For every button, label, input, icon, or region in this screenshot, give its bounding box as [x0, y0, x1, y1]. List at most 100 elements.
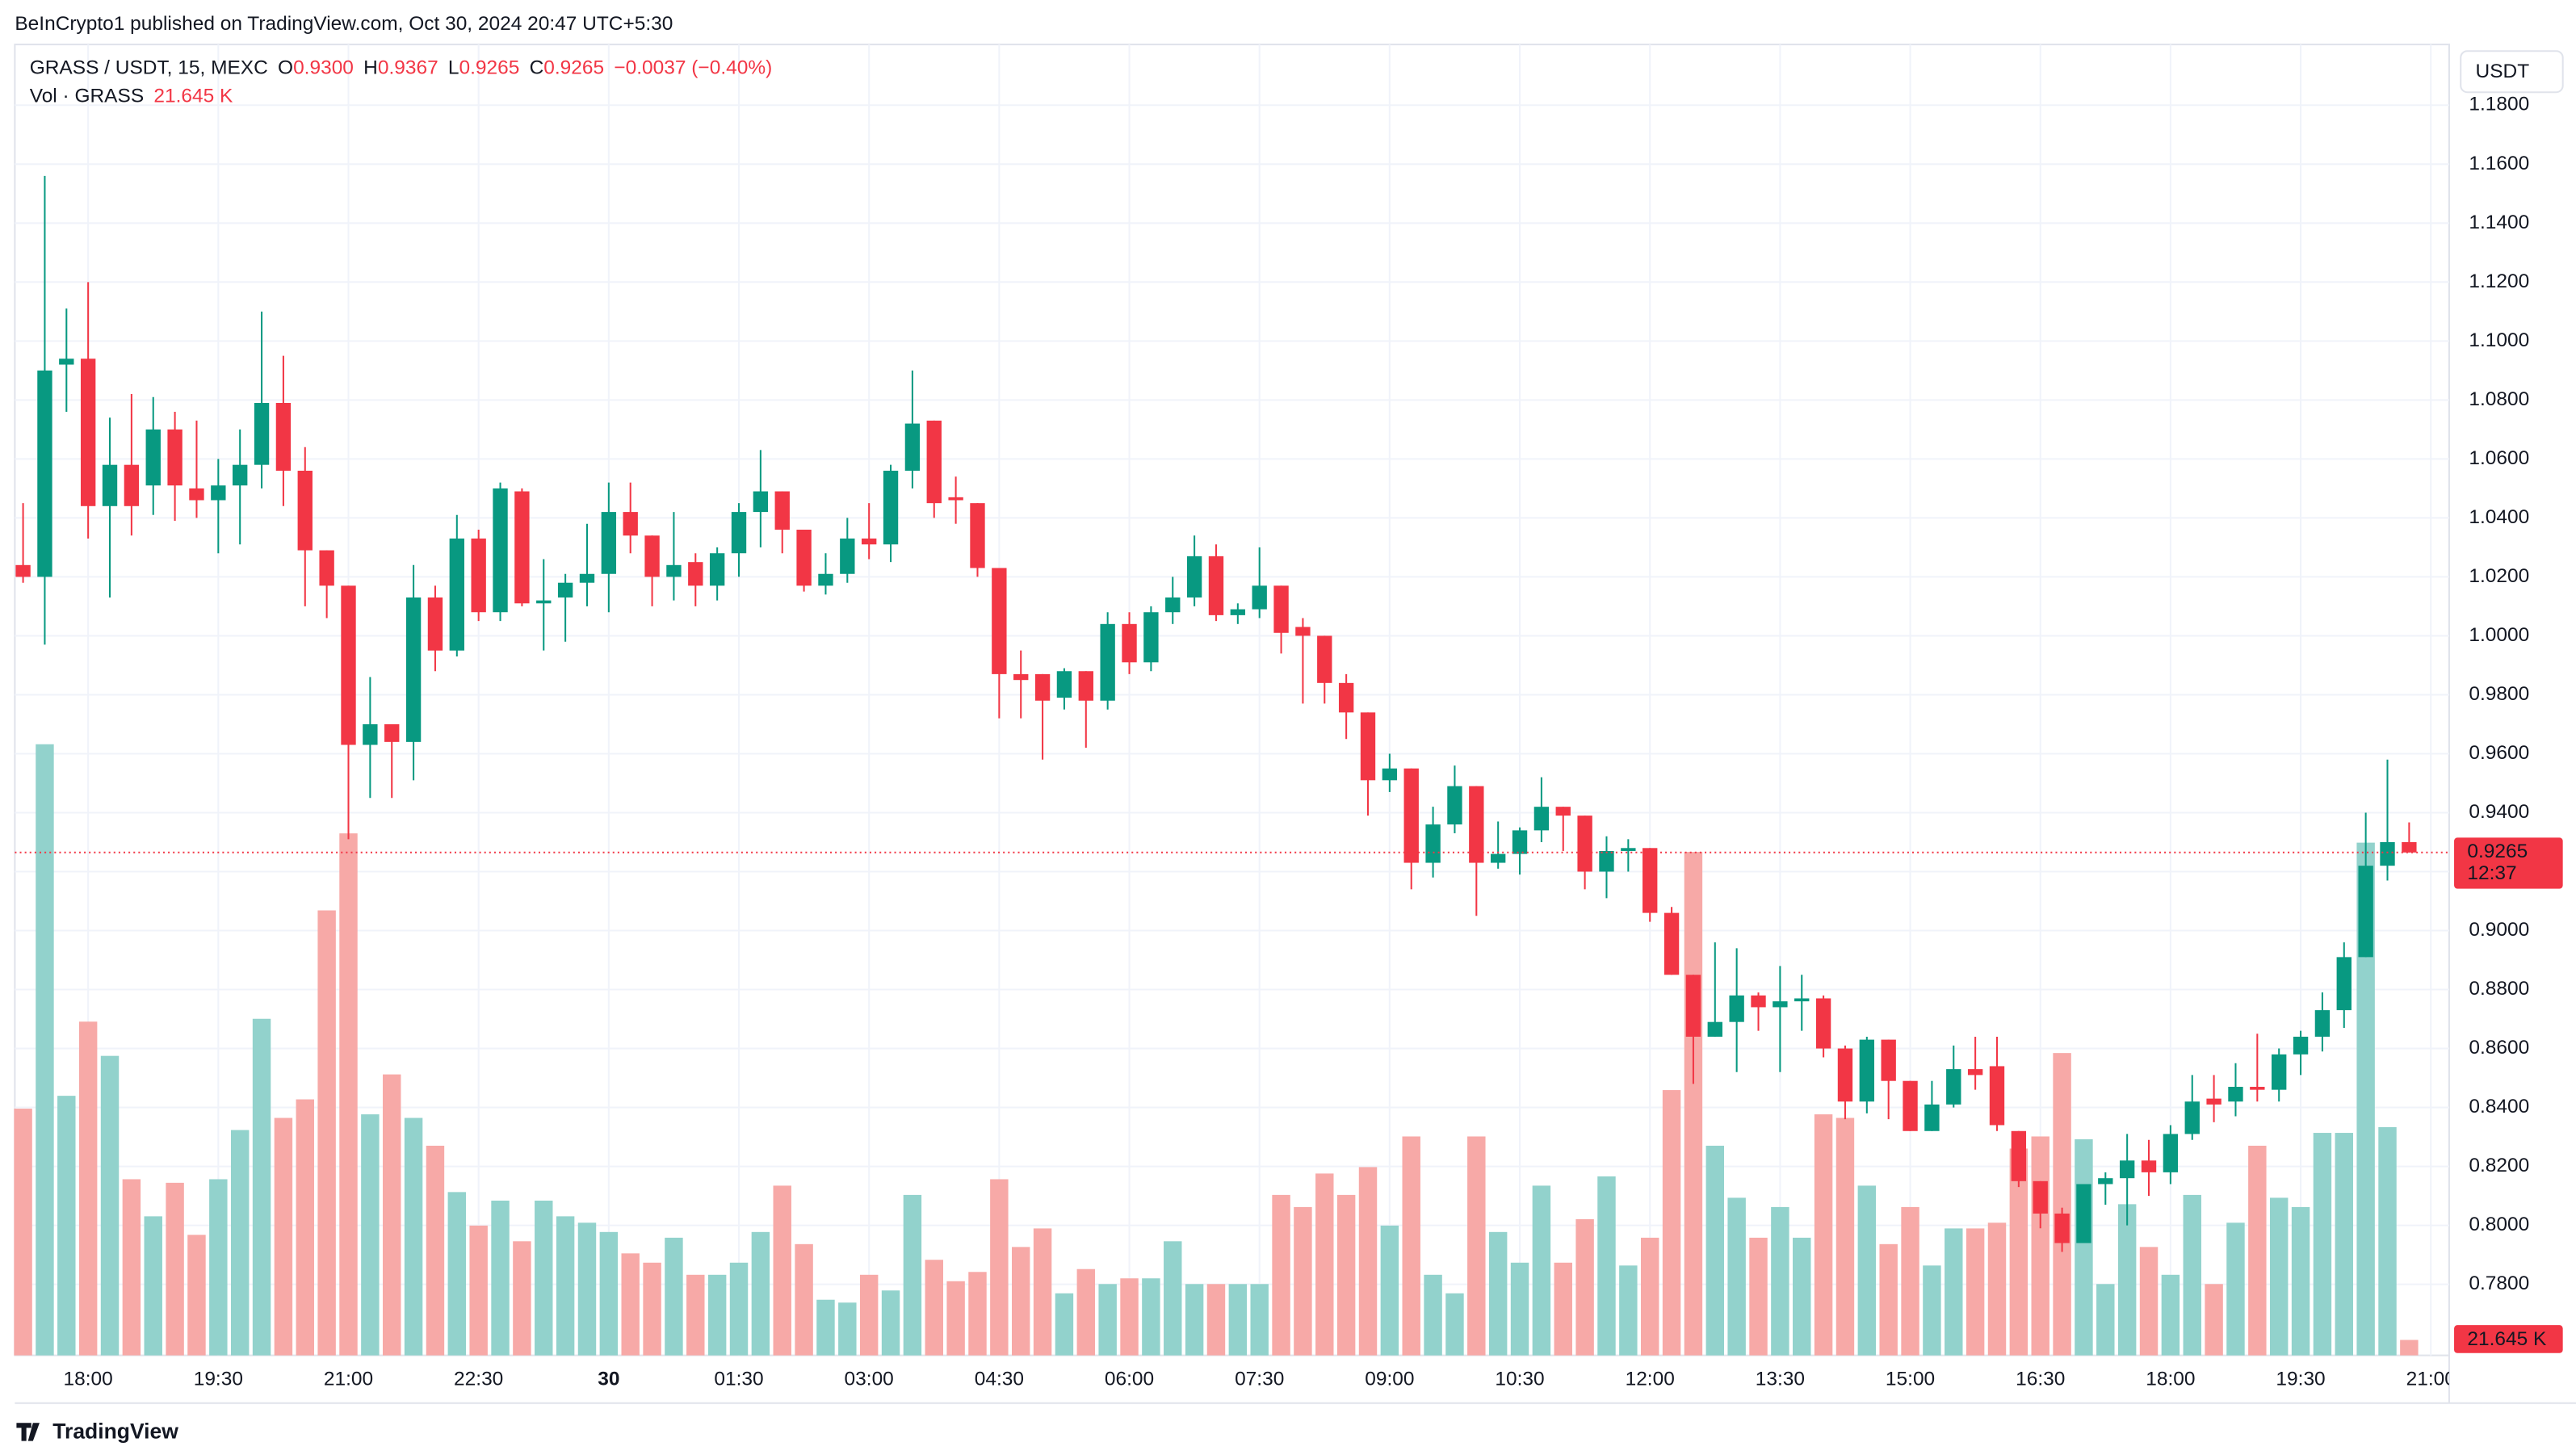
candle-body: [1533, 807, 1550, 831]
volume-bar: [621, 1253, 640, 1356]
volume-bar: [296, 1099, 314, 1356]
volume-bar: [1532, 1185, 1551, 1356]
volume-bar: [1336, 1194, 1356, 1356]
volume-bar: [1684, 852, 1703, 1356]
candle-body: [840, 538, 855, 574]
volume-bar: [2378, 1126, 2397, 1356]
candle-body: [1252, 585, 1267, 610]
axes: 0.7800 0.8000 0.8200 0.8400 0.8600 0.8800 0.90…: [64, 94, 2563, 1390]
volume-bar: [795, 1243, 813, 1356]
volume-bar: [339, 833, 358, 1356]
volume-bar: [859, 1274, 879, 1356]
volume-bar: [317, 910, 336, 1356]
x-tick-label: 06:00: [1105, 1369, 1154, 1390]
candle-body: [2011, 1130, 2027, 1181]
y-tick-label: 0.9800: [2469, 683, 2529, 705]
x-tick-label: 01:30: [714, 1369, 763, 1390]
volume-bar: [2031, 1136, 2049, 1356]
l-key: L: [448, 57, 459, 79]
volume-bar: [2248, 1145, 2267, 1356]
candle-body: [2228, 1087, 2243, 1102]
candle-body: [1924, 1104, 1940, 1131]
volume-bar: [1814, 1114, 1833, 1356]
volume-bar: [2053, 1053, 2071, 1356]
candle-body: [319, 550, 334, 586]
candle-body: [1078, 671, 1093, 701]
x-tick-label: 18:00: [2146, 1369, 2195, 1390]
candle-body: [1599, 850, 1614, 872]
y-tick-label: 1.0000: [2469, 624, 2529, 646]
x-tick-label: 03:00: [845, 1369, 894, 1390]
currency-button[interactable]: [2460, 50, 2564, 94]
candle-body: [405, 597, 422, 742]
x-tick-label: 10:30: [1495, 1369, 1544, 1390]
l-value: 0.9265: [459, 57, 520, 79]
volume-bar: [1749, 1237, 1768, 1356]
volume-bar: [946, 1281, 965, 1356]
volume-bar: [925, 1260, 943, 1356]
candle-body: [753, 491, 769, 513]
brand-logo: [16, 1423, 40, 1441]
volume-bar: [187, 1235, 206, 1356]
candle-body: [189, 488, 204, 501]
brand-name: TradingView: [52, 1419, 178, 1443]
volume-bar: [1142, 1278, 1160, 1356]
h-key: H: [363, 57, 378, 79]
o-key: O: [278, 57, 293, 79]
brand: TradingView: [16, 1419, 178, 1443]
volume-bar: [903, 1194, 922, 1356]
volume-bar: [1966, 1228, 1985, 1356]
volume-bar: [469, 1225, 488, 1356]
candle-body: [862, 538, 877, 545]
candle-body: [688, 562, 703, 586]
volume-bar: [2226, 1222, 2245, 1356]
candle-body: [1685, 975, 1701, 1037]
candle-body: [926, 420, 942, 504]
candle-body: [904, 423, 921, 471]
volume-bar: [2117, 1204, 2137, 1356]
candle-body: [1100, 623, 1115, 701]
candle-body: [623, 512, 638, 536]
volume-bar: [729, 1262, 749, 1356]
volume-bar: [1554, 1262, 1572, 1356]
y-tick-label: 0.9600: [2469, 742, 2529, 764]
o-value: 0.9300: [293, 57, 354, 79]
candle-body: [1663, 912, 1680, 975]
volume-bar: [1901, 1206, 1919, 1356]
candle-body: [1643, 848, 1658, 913]
candle-body: [1490, 853, 1506, 863]
volume-bar: [252, 1018, 271, 1356]
h-value: 0.9367: [378, 57, 438, 79]
volume-bar: [1076, 1268, 1096, 1356]
candle-body: [80, 359, 96, 506]
candle-body: [1360, 712, 1376, 781]
volume-bars: [14, 744, 2419, 1356]
candle-body: [2033, 1180, 2048, 1214]
volume-bar: [1923, 1265, 1941, 1356]
candle-body: [1621, 848, 1636, 851]
candle-body: [818, 573, 833, 586]
volume-bar: [1098, 1284, 1117, 1356]
x-tick-label: 18:00: [64, 1369, 113, 1390]
volume-bar: [1358, 1167, 1378, 1356]
volume-bar: [1445, 1293, 1464, 1356]
y-tick-label: 1.0400: [2469, 506, 2529, 528]
candle-body: [1577, 816, 1592, 872]
volume-bar: [665, 1237, 683, 1356]
candle-body: [1946, 1069, 1961, 1105]
currency[interactable]: USDT: [2476, 61, 2530, 82]
candle-body: [1338, 682, 1354, 713]
volume-bar: [513, 1241, 531, 1356]
volume-value: 21.645 K: [153, 86, 233, 107]
volume-bar: [1640, 1237, 1659, 1356]
volume-bar: [1662, 1090, 1681, 1356]
candle-body: [1186, 556, 1202, 598]
x-tick-label: 15:00: [1886, 1369, 1935, 1390]
x-tick-label: 21:00: [2406, 1369, 2456, 1390]
candle-body: [644, 535, 660, 577]
y-tick-label: 0.7800: [2469, 1273, 2529, 1294]
candle-body: [1056, 671, 1072, 698]
candle-body: [1815, 998, 1831, 1049]
y-tick-label: 1.1400: [2469, 212, 2529, 233]
